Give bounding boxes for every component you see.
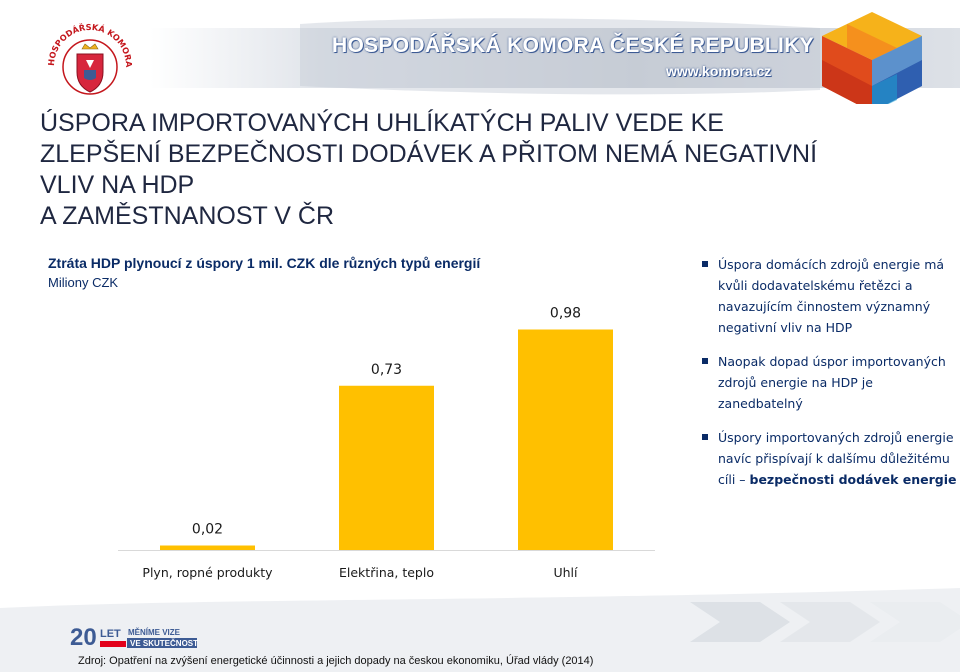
square-bullet-icon bbox=[702, 261, 708, 267]
key-point-emphasis: bezpečnosti dodávek energie bbox=[749, 472, 957, 487]
org-website: www.komora.cz bbox=[666, 63, 772, 79]
key-point: Úspory importovaných zdrojů energie naví… bbox=[700, 427, 958, 490]
logo-line1: MĚNÍME VIZE bbox=[128, 628, 181, 637]
key-points-list: Úspora domácích zdrojů energie má kvůli … bbox=[700, 254, 958, 503]
chamber-seal-logo: HOSPODÁŘSKÁ KOMORA ČESKÉ REPUBLIKY bbox=[40, 20, 134, 95]
category-label: Elektřina, teplo bbox=[339, 565, 434, 580]
title-line: ZLEPŠENÍ BEZPEČNOSTI DODÁVEK A PŘITOM NE… bbox=[40, 140, 818, 168]
category-label: Plyn, ropné produkty bbox=[142, 565, 273, 580]
bar bbox=[518, 329, 613, 550]
title-line: VLIV NA HDP bbox=[40, 171, 195, 199]
square-bullet-icon bbox=[702, 358, 708, 364]
chart-title: Ztráta HDP plynoucí z úspory 1 mil. CZK … bbox=[48, 255, 481, 271]
anniversary-logo: 20 LET MĚNÍME VIZE VE SKUTEČNOST bbox=[70, 624, 198, 651]
bar-value-label: 0,02 bbox=[192, 522, 223, 538]
bar-value-label: 0,98 bbox=[550, 306, 581, 322]
key-point-text: Úspora domácích zdrojů energie má kvůli … bbox=[718, 257, 945, 335]
logo-let: LET bbox=[100, 628, 121, 640]
chart-subtitle: Miliony CZK bbox=[48, 275, 119, 290]
page-title: ÚSPORA IMPORTOVANÝCH UHLÍKATÝCH PALIV VE… bbox=[40, 108, 920, 232]
bar bbox=[339, 385, 434, 550]
category-label: Uhlí bbox=[553, 565, 578, 580]
title-line: A ZAMĚSTNANOST V ČR bbox=[40, 202, 335, 230]
bar-value-label: 0,73 bbox=[371, 362, 402, 378]
key-point-text: Úspory importovaných zdrojů energie naví… bbox=[718, 430, 954, 487]
footer-decoration bbox=[0, 588, 960, 672]
bar bbox=[160, 545, 255, 550]
square-bullet-icon bbox=[702, 434, 708, 440]
bar-chart: 0,02 Plyn, ropné produkty 0,73 Elektřina, t… bbox=[118, 306, 655, 580]
title-line: ÚSPORA IMPORTOVANÝCH UHLÍKATÝCH PALIV VE… bbox=[40, 109, 724, 137]
logo-line2: VE SKUTEČNOST bbox=[130, 639, 198, 648]
header-banner: HOSPODÁŘSKÁ KOMORA ČESKÉ REPUBLIKY www.k… bbox=[0, 0, 960, 104]
logo-number: 20 bbox=[70, 624, 97, 651]
org-name: HOSPODÁŘSKÁ KOMORA ČESKÉ REPUBLIKY bbox=[332, 34, 814, 57]
header-swoosh bbox=[300, 18, 820, 95]
key-point: Úspora domácích zdrojů energie má kvůli … bbox=[700, 254, 958, 338]
source-note: Zdroj: Opatření na zvýšení energetické ú… bbox=[78, 655, 594, 667]
key-point: Naopak dopad úspor importovaných zdrojů … bbox=[700, 351, 958, 414]
cube-logo bbox=[822, 12, 922, 104]
key-point-text: Naopak dopad úspor importovaných zdrojů … bbox=[718, 354, 946, 411]
